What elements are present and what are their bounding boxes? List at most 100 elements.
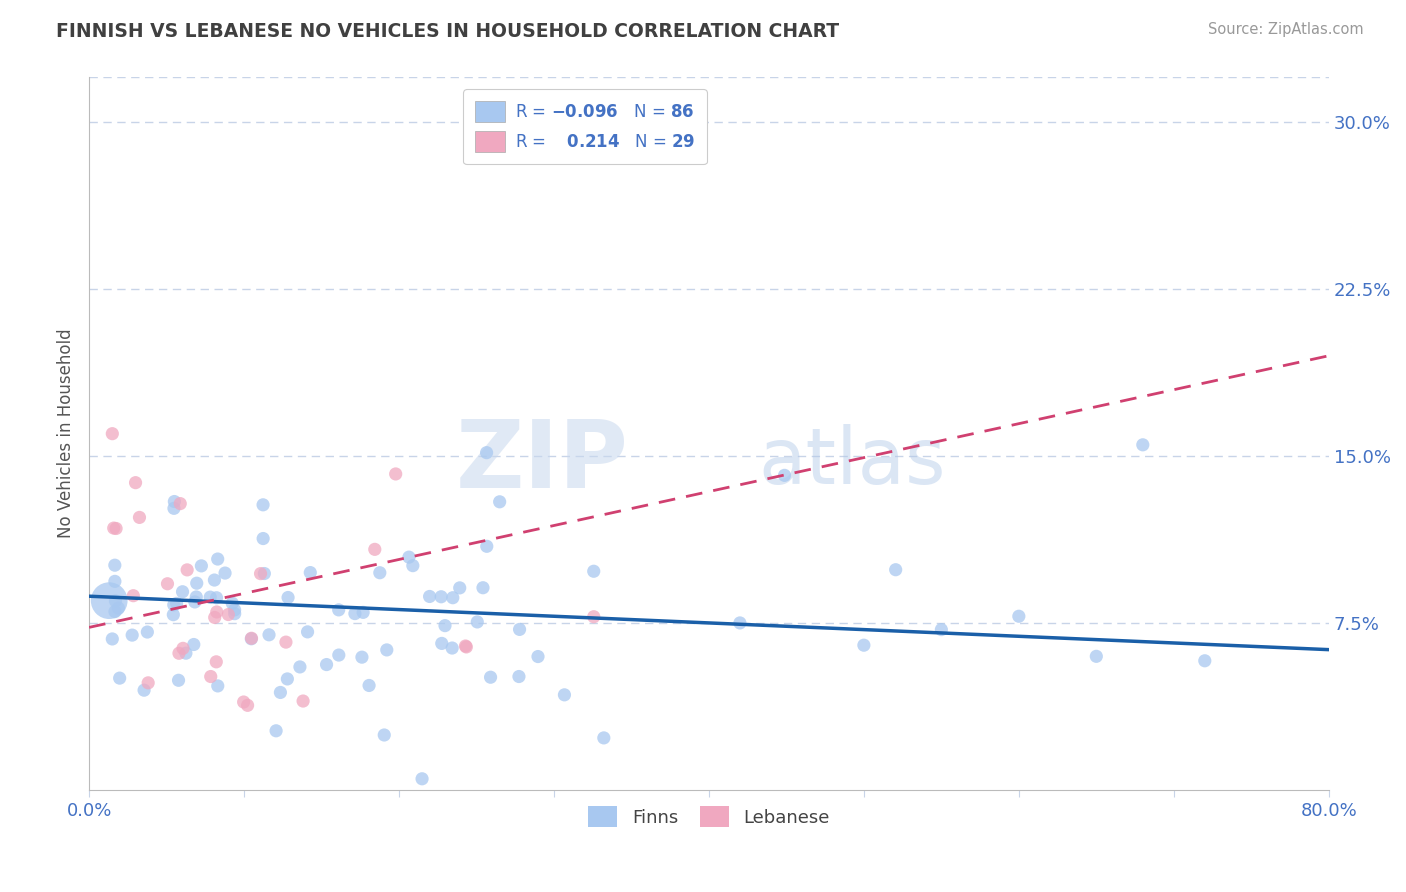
Point <box>343 607 366 621</box>
Point <box>136 625 159 640</box>
Point <box>368 566 391 580</box>
Point <box>136 676 159 690</box>
Point <box>419 590 441 604</box>
Point <box>167 646 190 660</box>
Point <box>299 566 322 580</box>
Point <box>163 501 186 516</box>
Point <box>315 657 337 672</box>
Point <box>1085 649 1108 664</box>
Point <box>582 609 605 624</box>
Point <box>884 563 907 577</box>
Point <box>214 566 236 580</box>
Point <box>357 678 380 692</box>
Point <box>172 641 194 656</box>
Legend: Finns, Lebanese: Finns, Lebanese <box>581 799 837 834</box>
Point <box>269 685 291 699</box>
Point <box>174 646 197 660</box>
Point <box>124 475 146 490</box>
Point <box>202 573 225 587</box>
Point <box>384 467 406 481</box>
Point <box>98 593 121 607</box>
Point <box>773 468 796 483</box>
Point <box>101 426 124 441</box>
Point <box>373 728 395 742</box>
Point <box>264 723 287 738</box>
Point <box>472 581 495 595</box>
Point <box>508 669 530 683</box>
Point <box>200 590 222 604</box>
Point <box>430 636 453 650</box>
Point <box>352 606 374 620</box>
Point <box>207 679 229 693</box>
Point <box>104 558 127 573</box>
Point <box>527 649 550 664</box>
Point <box>277 591 299 605</box>
Point <box>217 607 239 622</box>
Point <box>592 731 614 745</box>
Point <box>456 640 478 654</box>
Point <box>411 772 433 786</box>
Point <box>274 635 297 649</box>
Point <box>475 539 498 553</box>
Point <box>252 498 274 512</box>
Point <box>475 445 498 459</box>
Point <box>128 510 150 524</box>
Point <box>205 605 228 619</box>
Point <box>240 632 263 646</box>
Point <box>931 623 953 637</box>
Point <box>553 688 575 702</box>
Point <box>364 542 387 557</box>
Point <box>288 660 311 674</box>
Point <box>441 591 464 605</box>
Point <box>176 563 198 577</box>
Point <box>167 673 190 688</box>
Point <box>162 607 184 622</box>
Point <box>240 632 263 646</box>
Point <box>104 594 127 608</box>
Point <box>488 495 510 509</box>
Point <box>328 648 350 662</box>
Point <box>163 494 186 508</box>
Point <box>527 111 550 125</box>
Point <box>200 669 222 683</box>
Point <box>582 564 605 578</box>
Point <box>186 576 208 591</box>
Point <box>122 589 145 603</box>
Point <box>107 601 129 615</box>
Point <box>257 628 280 642</box>
Point <box>253 566 276 581</box>
Point <box>166 596 188 610</box>
Point <box>190 558 212 573</box>
Point <box>205 591 228 605</box>
Point <box>104 605 127 619</box>
Point <box>224 603 246 617</box>
Text: Source: ZipAtlas.com: Source: ZipAtlas.com <box>1208 22 1364 37</box>
Point <box>249 566 271 581</box>
Point <box>509 623 531 637</box>
Point <box>1008 609 1031 624</box>
Point <box>375 643 398 657</box>
Point <box>169 497 191 511</box>
Point <box>297 624 319 639</box>
Point <box>852 638 875 652</box>
Point <box>183 638 205 652</box>
Point <box>103 521 125 535</box>
Point <box>232 695 254 709</box>
Point <box>1194 654 1216 668</box>
Point <box>204 610 226 624</box>
Point <box>186 590 208 604</box>
Point <box>172 584 194 599</box>
Point <box>454 639 477 653</box>
Point <box>105 521 128 535</box>
Y-axis label: No Vehicles in Household: No Vehicles in Household <box>58 329 75 539</box>
Point <box>205 655 228 669</box>
Point <box>163 598 186 612</box>
Point <box>184 595 207 609</box>
Point <box>207 552 229 566</box>
Point <box>252 532 274 546</box>
Point <box>449 581 471 595</box>
Text: atlas: atlas <box>758 425 946 500</box>
Point <box>101 632 124 646</box>
Point <box>236 698 259 713</box>
Point <box>108 671 131 685</box>
